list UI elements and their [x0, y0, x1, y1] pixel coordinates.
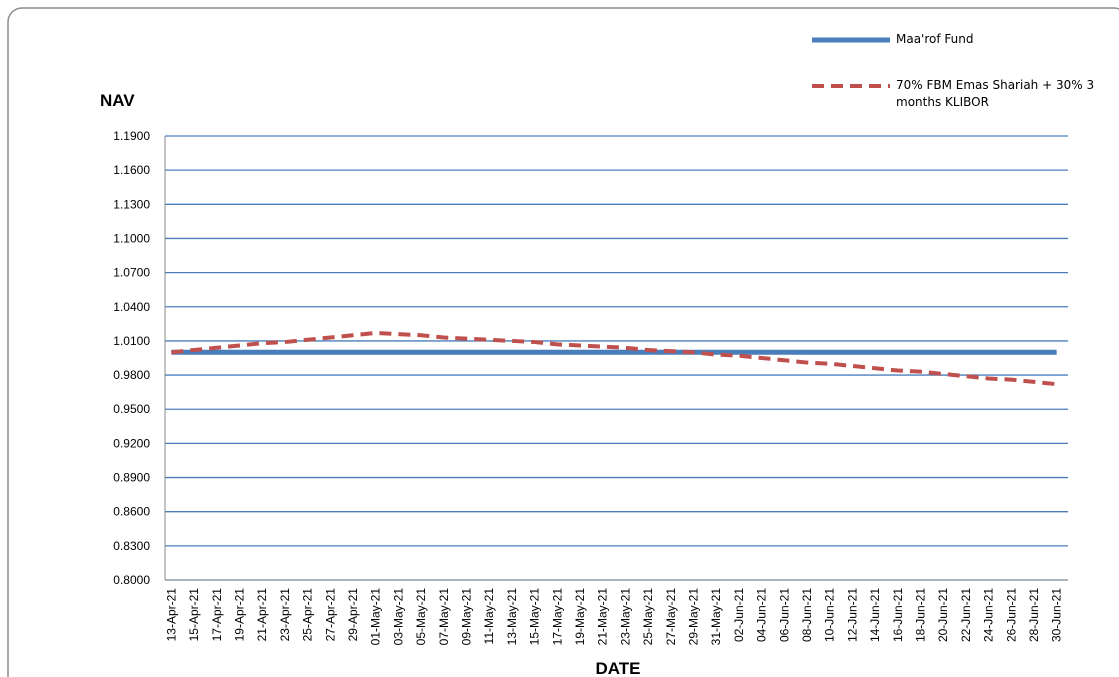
series-line: [171, 330, 1057, 387]
y-tick-label: 1.0700: [113, 266, 150, 280]
x-tick-label: 15-Apr-21: [187, 588, 201, 642]
x-tick-label: 29-Apr-21: [346, 588, 360, 642]
x-tick-label: 19-May-21: [573, 588, 587, 646]
x-tick-label: 30-Jun-21: [1050, 588, 1064, 642]
x-tick-label: 21-Apr-21: [255, 588, 269, 642]
x-tick-label: 18-Jun-21: [913, 588, 927, 642]
y-tick-label: 1.1000: [113, 231, 150, 245]
x-tick-label: 22-Jun-21: [959, 588, 973, 642]
x-tick-label: 20-Jun-21: [936, 588, 950, 642]
x-tick-label: 12-Jun-21: [845, 588, 859, 642]
y-tick-label: 0.8300: [113, 539, 150, 553]
x-tick-label: 09-May-21: [459, 588, 473, 646]
y-tick-label: 1.0400: [113, 300, 150, 314]
x-tick-label: 25-May-21: [641, 588, 655, 646]
x-tick-label: 24-Jun-21: [982, 588, 996, 642]
y-tick-label: 0.8600: [113, 505, 150, 519]
x-tick-label: 14-Jun-21: [868, 588, 882, 642]
x-tick-label: 31-May-21: [709, 588, 723, 646]
y-axis-label: NAV: [100, 91, 135, 110]
frame: [7, 7, 1119, 677]
x-tick-label: 23-Apr-21: [278, 588, 292, 642]
x-tick-label: 07-May-21: [437, 588, 451, 646]
x-tick-label: 04-Jun-21: [755, 588, 769, 642]
y-tick-label: 0.9800: [113, 368, 150, 382]
x-tick-label: 23-May-21: [618, 588, 632, 646]
x-tick-label: 15-May-21: [528, 588, 542, 646]
y-tick-label: 0.9200: [113, 436, 150, 450]
x-tick-label: 10-Jun-21: [823, 588, 837, 642]
x-tick-label: 27-Apr-21: [323, 588, 337, 642]
x-tick-label: 25-Apr-21: [301, 588, 315, 642]
x-tick-label: 16-Jun-21: [891, 588, 905, 642]
x-tick-label: 17-May-21: [550, 588, 564, 646]
x-tick-label: 06-Jun-21: [777, 588, 791, 642]
x-tick-label: 13-May-21: [505, 588, 519, 646]
legend-label: 70% FBM Emas Shariah + 30% 3 months KLIB…: [896, 78, 1095, 109]
x-tick-label: 17-Apr-21: [210, 588, 224, 642]
x-tick-label: 08-Jun-21: [800, 588, 814, 642]
x-tick-label: 27-May-21: [664, 588, 678, 646]
y-tick-label: 0.9500: [113, 402, 150, 416]
x-tick-label: 19-Apr-21: [232, 588, 246, 642]
legend-label: Maa'rof Fund: [896, 32, 974, 46]
y-tick-label: 1.1900: [113, 129, 150, 143]
x-tick-label: 29-May-21: [686, 588, 700, 646]
x-tick-label: 21-May-21: [596, 588, 610, 646]
x-tick-label: 13-Apr-21: [164, 588, 178, 642]
y-tick-label: 1.0100: [113, 334, 150, 348]
y-tick-label: 1.1300: [113, 197, 150, 211]
x-tick-label: 05-May-21: [414, 588, 428, 646]
x-tick-label: 03-May-21: [391, 588, 405, 646]
x-tick-label: 01-May-21: [369, 588, 383, 646]
x-axis-label: DATE: [595, 659, 640, 677]
y-tick-label: 0.8900: [113, 471, 150, 485]
x-tick-label: 11-May-21: [482, 588, 496, 645]
y-tick-label: 1.1600: [113, 163, 150, 177]
x-tick-label: 28-Jun-21: [1027, 588, 1041, 642]
x-tick-label: 26-Jun-21: [1004, 588, 1018, 642]
x-tick-label: 02-Jun-21: [732, 588, 746, 642]
y-tick-label: 0.8000: [113, 573, 150, 587]
